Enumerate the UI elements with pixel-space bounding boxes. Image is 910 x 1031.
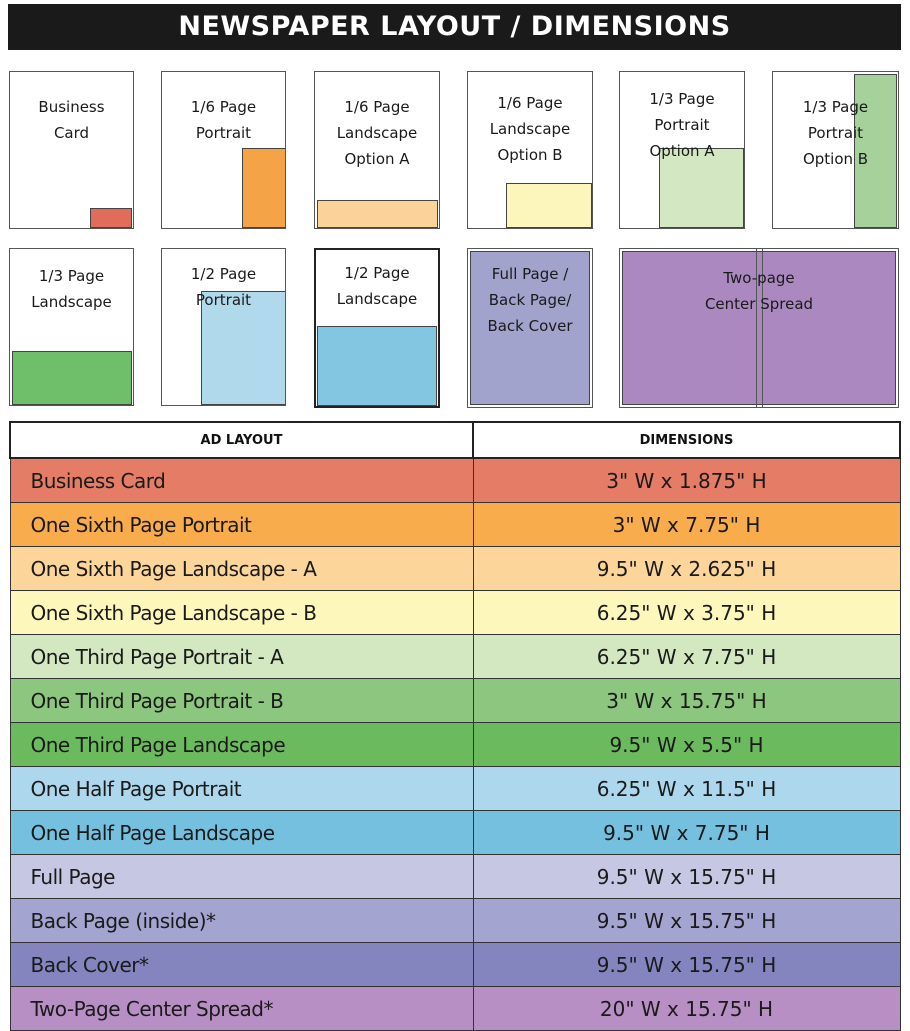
thumb-ad-area (201, 291, 285, 405)
thumb-label: Two-page Center Spread (704, 269, 814, 313)
row-dimensions: 6.25" W x 7.75" H (472, 634, 901, 679)
table-row: Business Card 3" W x 1.875" H (9, 457, 901, 503)
center-fold-line (756, 249, 757, 407)
thumb-sixth-landscape-b: 1/6 Page Landscape Option B (467, 71, 593, 229)
row-dimensions: 3" W x 7.75" H (472, 502, 901, 547)
thumb-ad-area (12, 351, 132, 405)
table-row: One Half Page Landscape 9.5" W x 7.75" H (9, 810, 901, 855)
row-dimensions: 9.5" W x 2.625" H (472, 546, 901, 591)
thumb-label: 1/2 Page Landscape (336, 264, 418, 308)
header-ad-layout: AD LAYOUT (9, 421, 474, 459)
thumb-ad-area (506, 183, 592, 228)
thumb-label: 1/3 Page Portrait Option B (802, 98, 869, 168)
table-row: Full Page 9.5" W x 15.75" H (9, 854, 901, 899)
thumb-ad-area (470, 251, 590, 405)
row-dimensions: 9.5" W x 15.75" H (472, 854, 901, 899)
row-layout: Business Card (9, 457, 474, 503)
thumb-label: Business Card (38, 98, 105, 142)
thumb-third-portrait-b: 1/3 Page Portrait Option B (772, 71, 899, 229)
thumb-label: 1/6 Page Landscape Option A (336, 98, 418, 168)
row-layout: One Sixth Page Landscape - A (9, 546, 474, 591)
thumb-full-page: Full Page / Back Page/ Back Cover (467, 248, 593, 408)
table-row: Back Page (inside)* 9.5" W x 15.75" H (9, 898, 901, 943)
row-layout: One Sixth Page Portrait (9, 502, 474, 547)
table-row: One Sixth Page Landscape - B 6.25" W x 3… (9, 590, 901, 635)
thumb-third-landscape: 1/3 Page Landscape (9, 248, 134, 406)
row-dimensions: 6.25" W x 11.5" H (472, 766, 901, 811)
row-dimensions: 9.5" W x 15.75" H (472, 942, 901, 987)
center-fold-line (762, 249, 763, 407)
header-dimensions: DIMENSIONS (472, 421, 901, 459)
thumb-ad-area (622, 251, 896, 405)
thumb-sixth-portrait: 1/6 Page Portrait (161, 71, 286, 229)
thumb-sixth-landscape-a: 1/6 Page Landscape Option A (314, 71, 440, 229)
thumb-ad-area (90, 208, 132, 228)
row-dimensions: 6.25" W x 3.75" H (472, 590, 901, 635)
thumb-ad-area (659, 148, 744, 228)
table-row: One Third Page Portrait - A 6.25" W x 7.… (9, 634, 901, 679)
row-layout: One Sixth Page Landscape - B (9, 590, 474, 635)
thumb-label: Full Page / Back Page/ Back Cover (487, 265, 573, 335)
table-row: Two-Page Center Spread* 20" W x 15.75" H (9, 986, 901, 1031)
table-header-row: AD LAYOUT DIMENSIONS (9, 421, 901, 459)
thumb-ad-area (317, 326, 437, 406)
table-row: One Half Page Portrait 6.25" W x 11.5" H (9, 766, 901, 811)
page-title: NEWSPAPER LAYOUT / DIMENSIONS (8, 4, 901, 50)
thumb-label: 1/3 Page Landscape (31, 267, 112, 311)
row-layout: One Half Page Portrait (9, 766, 474, 811)
row-layout: One Third Page Portrait - B (9, 678, 474, 723)
row-layout: One Third Page Landscape (9, 722, 474, 767)
ad-dimensions-table: AD LAYOUT DIMENSIONS Business Card 3" W … (9, 421, 901, 1031)
row-dimensions: 3" W x 15.75" H (472, 678, 901, 723)
thumb-third-portrait-a: 1/3 Page Portrait Option A (619, 71, 745, 229)
table-row: One Third Page Landscape 9.5" W x 5.5" H (9, 722, 901, 767)
thumb-ad-area (854, 74, 897, 228)
row-dimensions: 9.5" W x 5.5" H (472, 722, 901, 767)
row-dimensions: 9.5" W x 15.75" H (472, 898, 901, 943)
thumb-label: 1/3 Page Portrait Option A (649, 90, 715, 160)
table-row: One Sixth Page Portrait 3" W x 7.75" H (9, 502, 901, 547)
table-row: One Sixth Page Landscape - A 9.5" W x 2.… (9, 546, 901, 591)
row-layout: Two-Page Center Spread* (9, 986, 474, 1031)
row-layout: Back Cover* (9, 942, 474, 987)
thumb-ad-area (317, 200, 438, 228)
row-dimensions: 3" W x 1.875" H (472, 457, 901, 503)
thumb-ad-area (242, 148, 285, 228)
thumb-business-card: Business Card (9, 71, 134, 229)
thumb-half-landscape: 1/2 Page Landscape (314, 248, 440, 408)
thumb-label: 1/2 Page Portrait (190, 265, 257, 309)
row-dimensions: 9.5" W x 7.75" H (472, 810, 901, 855)
thumb-center-spread: Two-page Center Spread (619, 248, 899, 408)
row-layout: One Half Page Landscape (9, 810, 474, 855)
row-layout: One Third Page Portrait - A (9, 634, 474, 679)
row-layout: Back Page (inside)* (9, 898, 474, 943)
thumb-label: 1/6 Page Landscape Option B (489, 94, 571, 164)
table-row: One Third Page Portrait - B 3" W x 15.75… (9, 678, 901, 723)
thumb-label: 1/6 Page Portrait (190, 98, 257, 142)
thumb-half-portrait: 1/2 Page Portrait (161, 248, 286, 406)
table-row: Back Cover* 9.5" W x 15.75" H (9, 942, 901, 987)
row-layout: Full Page (9, 854, 474, 899)
